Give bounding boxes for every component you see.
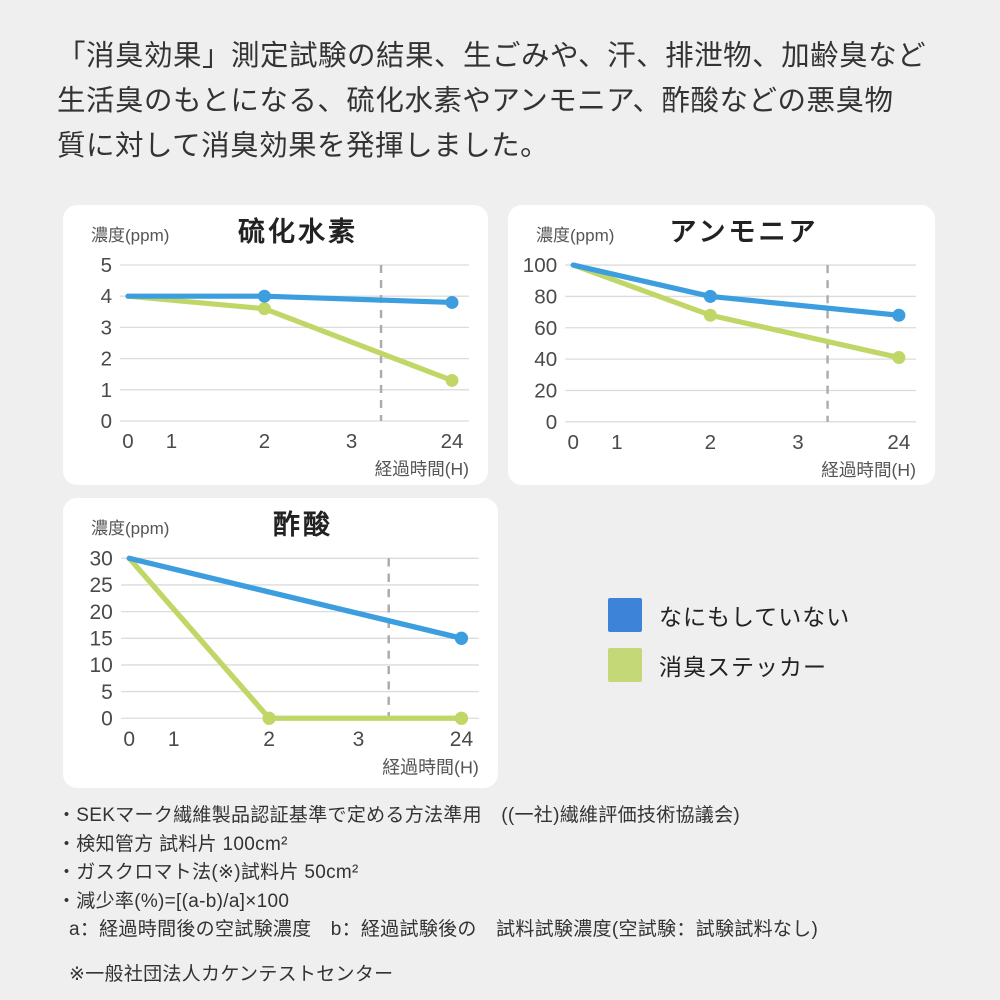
- data-point-blue: [703, 289, 717, 303]
- legend-item-deodorant-sticker: 消臭ステッカー: [608, 648, 850, 682]
- x-tick-label: 3: [353, 728, 365, 751]
- x-tick-label: 0: [123, 728, 135, 751]
- y-tick-label: 15: [90, 627, 113, 650]
- y-tick-label: 80: [534, 285, 557, 308]
- x-tick-label: 24: [441, 430, 464, 453]
- chart-header: 濃度(ppm) アンモニア: [523, 217, 920, 253]
- chart-panel-hydrogen-sulfide: 濃度(ppm) 硫化水素 5 4 3 2 1 0 0 1 2 3 24 経過時間(H): [63, 205, 488, 485]
- chart-header: 濃度(ppm) 硫化水素: [78, 217, 473, 253]
- y-tick-label: 4: [101, 285, 112, 308]
- data-point-green: [262, 711, 276, 725]
- y-tick-label: 5: [101, 254, 112, 277]
- series-line-blue: [570, 262, 902, 318]
- x-tick-label: 24: [887, 431, 910, 454]
- chart-panel-ammonia: 濃度(ppm) アンモニア 100 80 60 40 20 0 0 1 2 3 24 経過時間(H): [508, 205, 935, 485]
- legend-label: 消臭ステッカー: [659, 654, 827, 680]
- y-tick-label: 5: [101, 681, 113, 704]
- intro-paragraph: 「消臭効果」測定試験の結果、生ごみや、汗、排泄物、加齢臭など 生活臭のもとになる…: [57, 40, 927, 162]
- y-tick-label: 0: [101, 707, 113, 730]
- x-tick-label: 2: [263, 728, 275, 751]
- data-point-green: [257, 302, 271, 316]
- chart-title: アンモニア: [669, 217, 819, 247]
- x-tick-label: 1: [166, 430, 177, 453]
- data-point-green: [703, 308, 717, 322]
- y-tick-label: 60: [534, 317, 557, 340]
- x-tick-label: 3: [346, 430, 357, 453]
- x-tick-label: 3: [792, 431, 803, 454]
- chart-title: 硫化水素: [238, 217, 358, 247]
- line-chart-ammonia: 100 80 60 40 20 00 1 2 3 24 経過時間(H): [523, 254, 916, 480]
- y-tick-label: 10: [90, 654, 113, 677]
- x-axis-label: 経過時間(H): [375, 459, 469, 479]
- legend-swatch-blue: [608, 598, 642, 632]
- y-tick-label: 1: [101, 379, 112, 402]
- y-tick-label: 100: [523, 254, 557, 277]
- note-line: ・減少率(%)=[(a-b)/a]×100: [57, 890, 290, 912]
- x-tick-label: 24: [450, 728, 474, 751]
- data-point-blue: [257, 289, 271, 303]
- y-tick-label: 40: [534, 348, 557, 371]
- line-chart-acetic-acid: 30 25 20 15 10 5 00 1 2 3 24 経過時間(H): [90, 547, 479, 778]
- chart-panel-acetic-acid: 濃度(ppm) 酢酸 30 25 20 15 10 5 0 0 1 2 3 24 経過時間(H): [63, 498, 498, 788]
- y-tick-label: 20: [534, 380, 557, 403]
- y-axis-unit-label: 濃度(ppm): [91, 519, 170, 538]
- chart-title: 酢酸: [273, 510, 333, 540]
- x-tick-label: 0: [568, 431, 579, 454]
- y-tick-label: 2: [101, 348, 112, 371]
- series-line-blue: [126, 555, 465, 641]
- y-tick-label: 20: [90, 601, 113, 624]
- data-point-green: [445, 373, 459, 387]
- note-test-center: ※一般社団法人カケンテストセンター: [69, 963, 394, 985]
- x-axis-label: 経過時間(H): [382, 758, 479, 778]
- note-line: ・ガスクロマト法(※)試料片 50cm²: [57, 862, 359, 883]
- note-line: ・検知管方 試料片 100cm²: [57, 833, 288, 855]
- data-point-green: [892, 351, 906, 365]
- y-tick-label: 25: [90, 574, 113, 597]
- y-tick-label: 3: [101, 316, 112, 339]
- x-tick-label: 0: [122, 430, 133, 453]
- note-line: ・SEKマーク繊維製品認証基準で定める方法準用 ((一社)繊維評価技術協議会): [57, 805, 741, 826]
- y-tick-label: 0: [101, 410, 112, 433]
- x-tick-label: 1: [168, 728, 180, 751]
- x-axis-label: 経過時間(H): [821, 460, 916, 480]
- y-axis-unit-label: 濃度(ppm): [91, 226, 170, 245]
- note-line: a：経過時間後の空試験濃度 b：経過試験後の 試料試験濃度(空試験：試験試料なし…: [69, 919, 819, 940]
- legend-swatch-green: [608, 648, 642, 682]
- legend-item-untreated: なにもしていない: [608, 598, 850, 632]
- y-tick-label: 30: [90, 547, 113, 570]
- x-tick-label: 2: [705, 431, 716, 454]
- x-tick-label: 1: [611, 431, 622, 454]
- y-tick-label: 0: [546, 411, 557, 434]
- y-axis-unit-label: 濃度(ppm): [536, 226, 615, 245]
- data-point-blue: [892, 308, 906, 322]
- series-line-green: [125, 293, 455, 384]
- data-point-blue: [445, 295, 459, 309]
- line-chart-hydrogen-sulfide: 5 4 3 2 1 00 1 2 3 24 経過時間(H): [101, 254, 469, 479]
- legend-label: なにもしていない: [659, 604, 851, 630]
- chart-legend: なにもしていない 消臭ステッカー: [608, 598, 850, 698]
- data-point-blue: [454, 631, 469, 645]
- chart-header: 濃度(ppm) 酢酸: [78, 510, 483, 546]
- footnotes: ・SEKマーク繊維製品認証基準で定める方法準用 ((一社)繊維評価技術協議会) …: [57, 802, 818, 989]
- data-point-green: [454, 711, 469, 725]
- x-tick-label: 2: [259, 430, 270, 453]
